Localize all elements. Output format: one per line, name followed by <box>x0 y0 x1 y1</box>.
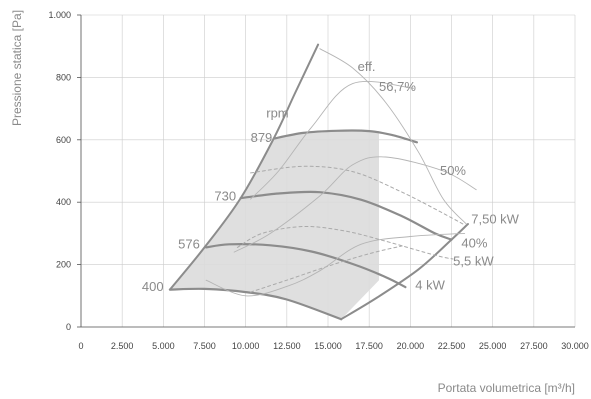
y-axis-label: Pressione statica [Pa] <box>10 10 24 126</box>
x-tick-label: 17.500 <box>355 341 383 351</box>
x-tick-label: 22.500 <box>438 341 466 351</box>
curve-label: 576 <box>178 236 200 251</box>
y-tick-label: 400 <box>56 197 71 207</box>
curve-label: 7,50 kW <box>471 211 519 226</box>
rpm-curve-576 <box>205 243 407 289</box>
curve-label: 40% <box>461 235 487 250</box>
x-axis-label: Portata volumetrica [m³/h] <box>438 381 575 395</box>
operating-region-layer <box>169 130 379 320</box>
annotation-layer: rpm 879 730 576 400 eff.56,7% 50% 7,50 kW 40% 5,5… <box>142 59 520 294</box>
x-tick-label: 10.000 <box>232 341 260 351</box>
efficiency-curve-40- <box>205 232 466 297</box>
curve-label: 730 <box>214 189 236 204</box>
series-layer <box>168 43 477 321</box>
curve-label: 879 <box>251 130 273 145</box>
x-tick-label: 25.000 <box>479 341 507 351</box>
curve-label: eff. <box>358 59 376 74</box>
x-tick-label: 12.500 <box>273 341 301 351</box>
curve-label: 56,7% <box>379 79 416 94</box>
curve-label: rpm <box>266 105 288 120</box>
rpm-curve-879 <box>272 129 418 144</box>
power-curve-5-5-kw <box>236 225 454 260</box>
x-tick-label: 2.500 <box>111 341 134 351</box>
operating-region <box>169 130 379 320</box>
y-tick-label: 800 <box>56 72 71 82</box>
x-tick-label: 7.500 <box>193 341 216 351</box>
curve-label: 400 <box>142 279 164 294</box>
x-tick-label: 5.000 <box>152 341 175 351</box>
curve-label: 5,5 kW <box>453 253 494 268</box>
power-curve-4-kw <box>250 245 403 293</box>
x-tick-label: 15.000 <box>314 341 342 351</box>
power-curve-7-50-kw <box>250 165 464 225</box>
rpm-curve-730 <box>239 190 453 241</box>
axes-layer: 0 200 400 600 800 1.000 0 2.500 5.000 7.500 10.000… <box>48 10 588 351</box>
envelope-curve-boundary <box>168 43 320 291</box>
curve-label: 4 kW <box>415 278 445 293</box>
x-tick-label: 30.000 <box>561 341 589 351</box>
y-tick-label: 0 <box>66 322 71 332</box>
y-tick-label: 1.000 <box>48 10 71 20</box>
efficiency-curve-50- <box>233 156 477 253</box>
y-tick-label: 600 <box>56 135 71 145</box>
x-tick-label: 27.500 <box>520 341 548 351</box>
y-tick-label: 200 <box>56 260 71 270</box>
rpm-curve-400 <box>168 287 343 321</box>
curve-label: 50% <box>440 163 466 178</box>
efficiency-curve-56-7- <box>250 81 415 200</box>
x-tick-label: 20.000 <box>397 341 425 351</box>
efficiency-curve-eff- <box>319 48 467 225</box>
x-tick-label: 0 <box>78 341 83 351</box>
